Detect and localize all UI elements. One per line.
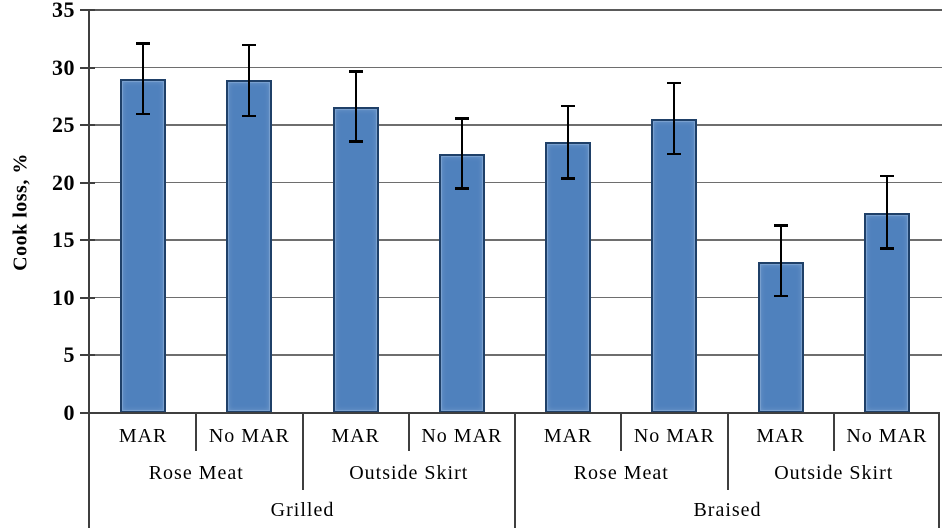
y-tick-5	[80, 354, 95, 357]
category-label-grilled-outside-skirt-mar: MAR	[331, 425, 380, 447]
category-label-braised-outside-skirt-no-mar: No MAR	[846, 425, 928, 447]
gridline-30	[90, 66, 942, 69]
gridline-10	[90, 296, 942, 299]
category-label-grilled-rose-meat-mar: MAR	[118, 425, 168, 447]
subgroup-label-braised-outside-skirt: Outside Skirt	[774, 462, 894, 484]
y-tick-10	[80, 296, 95, 299]
error-bar-cap-top-braised-outside-skirt-no-mar	[879, 174, 894, 178]
error-bar-braised-rose-meat-mar	[567, 105, 570, 179]
y-tick-35	[80, 9, 95, 11]
category-table-right-border	[938, 413, 940, 528]
category-label-braised-rose-meat-mar: MAR	[543, 425, 593, 447]
gridline-15	[90, 239, 942, 241]
error-bar-grilled-rose-meat-mar	[142, 43, 145, 114]
x-axis-line	[80, 412, 940, 414]
category-label-grilled-outside-skirt-no-mar: No MAR	[421, 425, 503, 447]
category-label-braised-outside-skirt-mar: MAR	[756, 425, 805, 447]
error-bar-cap-bottom-braised-outside-skirt-mar	[773, 294, 788, 298]
divider-bar-labels-1	[195, 414, 198, 451]
y-tick-label-30: 30	[52, 54, 75, 80]
y-tick-label-25: 25	[52, 112, 75, 138]
y-axis-line	[88, 10, 90, 528]
error-bar-cap-bottom-braised-rose-meat-mar	[561, 177, 576, 180]
bar-grilled-rose-meat-mar	[120, 79, 167, 413]
error-bar-cap-bottom-braised-rose-meat-no-mar	[667, 152, 682, 156]
gridline-20	[90, 181, 942, 184]
divider-subgroup-2	[301, 414, 304, 490]
divider-group-center	[514, 414, 516, 528]
error-bar-cap-bottom-grilled-rose-meat-mar	[136, 112, 151, 116]
error-bar-cap-top-braised-rose-meat-mar	[561, 104, 576, 108]
error-bar-cap-bottom-grilled-outside-skirt-mar	[348, 140, 363, 143]
y-tick-25	[80, 124, 95, 127]
gridline-25	[90, 124, 942, 126]
subgroup-label-braised-rose-meat: Rose Meat	[573, 462, 669, 484]
error-bar-grilled-rose-meat-no-mar	[248, 44, 251, 116]
gridline-5	[90, 354, 942, 356]
subgroup-label-grilled-rose-meat: Rose Meat	[148, 462, 244, 484]
y-tick-30	[80, 66, 95, 69]
error-bar-braised-outside-skirt-no-mar	[885, 175, 888, 249]
bar-braised-rose-meat-mar	[545, 142, 592, 413]
divider-bar-labels-3	[407, 414, 410, 451]
error-bar-cap-top-grilled-rose-meat-mar	[136, 42, 151, 45]
error-bar-cap-top-grilled-outside-skirt-mar	[348, 70, 363, 73]
error-bar-braised-outside-skirt-mar	[779, 225, 782, 296]
gridline-35	[90, 9, 942, 11]
y-tick-label-5: 5	[63, 342, 75, 368]
y-tick-20	[80, 181, 95, 184]
error-bar-cap-top-grilled-rose-meat-no-mar	[242, 43, 257, 47]
bar-grilled-outside-skirt-no-mar	[438, 153, 485, 413]
group-label-grilled: Grilled	[270, 499, 335, 521]
bar-grilled-rose-meat-no-mar	[226, 80, 273, 413]
bar-braised-rose-meat-no-mar	[651, 119, 698, 413]
divider-subgroup-6	[726, 414, 729, 490]
category-label-braised-rose-meat-no-mar: No MAR	[633, 425, 715, 447]
y-tick-label-15: 15	[52, 227, 75, 253]
bar-grilled-outside-skirt-mar	[332, 106, 379, 413]
error-bar-grilled-outside-skirt-mar	[354, 71, 357, 142]
y-tick-label-35: 35	[52, 0, 75, 22]
subgroup-label-grilled-outside-skirt: Outside Skirt	[349, 462, 469, 484]
error-bar-cap-bottom-braised-outside-skirt-no-mar	[879, 247, 894, 250]
error-bar-cap-top-braised-rose-meat-no-mar	[667, 81, 682, 85]
error-bar-braised-rose-meat-no-mar	[673, 82, 676, 154]
error-bar-cap-top-braised-outside-skirt-mar	[773, 224, 788, 227]
y-tick-label-20: 20	[52, 169, 75, 195]
error-bar-cap-bottom-grilled-rose-meat-no-mar	[242, 114, 257, 118]
y-tick-label-10: 10	[52, 284, 75, 310]
category-label-grilled-rose-meat-no-mar: No MAR	[208, 425, 290, 447]
y-tick-15	[80, 239, 95, 242]
divider-bar-labels-5	[620, 414, 623, 451]
error-bar-grilled-outside-skirt-no-mar	[460, 118, 463, 189]
error-bar-cap-top-grilled-outside-skirt-no-mar	[454, 117, 469, 120]
group-label-braised: Braised	[693, 499, 762, 521]
y-tick-label-0: 0	[63, 400, 75, 425]
error-bar-cap-bottom-grilled-outside-skirt-no-mar	[454, 187, 469, 190]
divider-bar-labels-7	[832, 414, 835, 451]
